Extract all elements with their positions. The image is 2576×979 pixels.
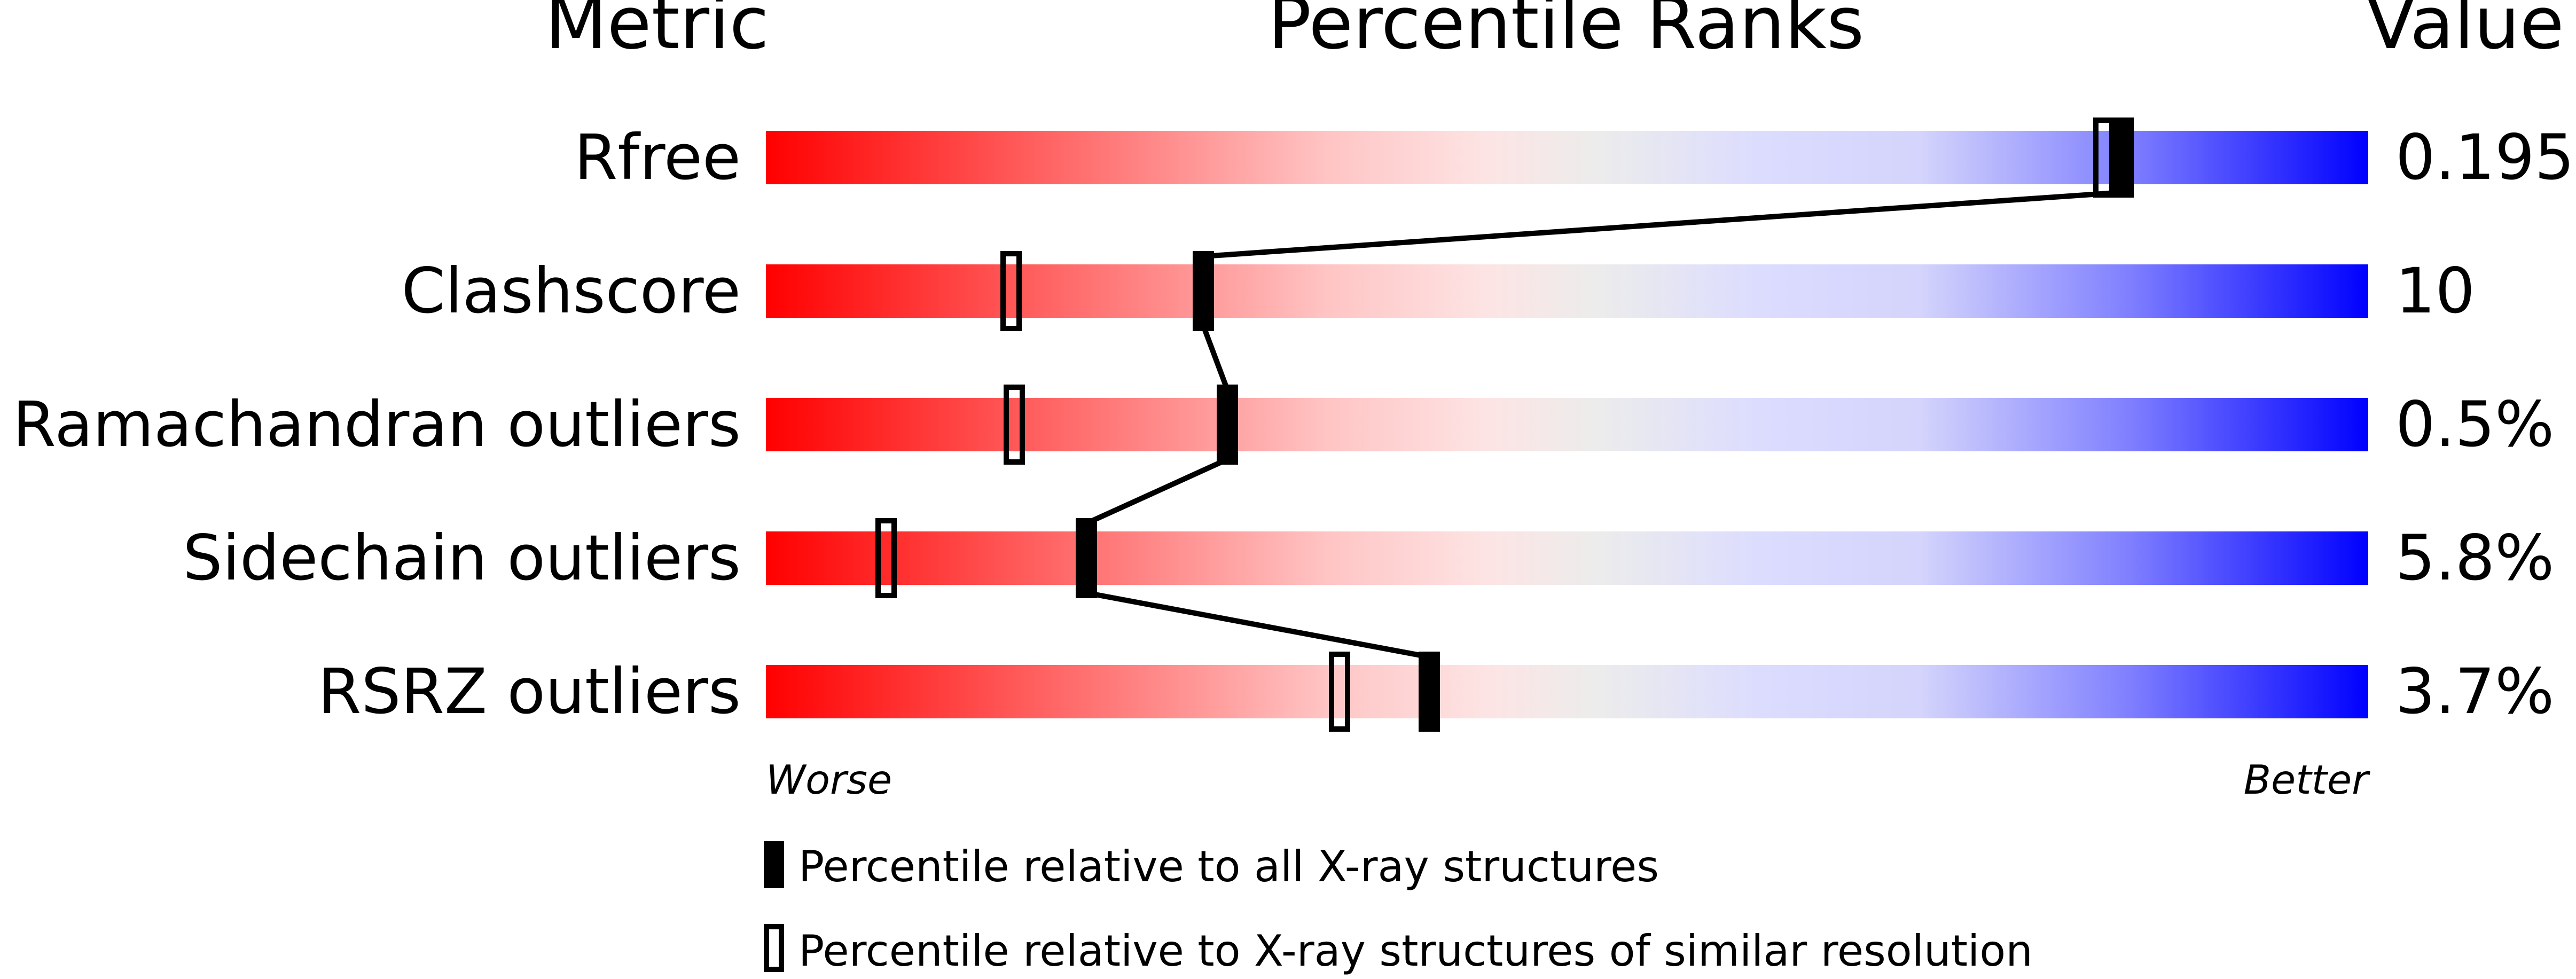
percentile-bar <box>766 665 2368 718</box>
header-percentile-ranks: Percentile Ranks <box>1268 0 1865 65</box>
metric-value: 0.195 <box>2395 121 2574 194</box>
percentile-bar <box>766 398 2368 451</box>
all-structures-percentile-marker <box>2112 118 2134 198</box>
legend-filled-marker <box>764 841 784 888</box>
percentile-bar <box>766 264 2368 318</box>
metric-value: 3.7% <box>2395 655 2554 728</box>
similar-resolution-percentile-marker <box>875 518 897 598</box>
all-structures-percentile-marker <box>1217 385 1238 465</box>
similar-resolution-percentile-marker <box>2093 118 2115 198</box>
similar-resolution-percentile-marker <box>1329 652 1350 732</box>
all-structures-percentile-marker <box>1419 652 1440 732</box>
percentile-bar <box>766 131 2368 184</box>
header-metric: Metric <box>545 0 769 65</box>
metric-value: 5.8% <box>2395 521 2554 594</box>
metric-value: 10 <box>2395 254 2475 327</box>
axis-label-better: Better <box>2244 756 2371 803</box>
axis-label-worse: Worse <box>766 756 892 803</box>
percentile-bar <box>766 531 2368 585</box>
connector-line <box>1201 325 1230 391</box>
legend-open-marker <box>764 924 784 972</box>
metric-label: Ramachandran outliers <box>13 388 741 461</box>
connector-line <box>1085 457 1229 526</box>
connector-line <box>1086 590 1430 660</box>
legend-label-all: Percentile relative to all X-ray structu… <box>798 842 1659 891</box>
all-structures-percentile-marker <box>1193 251 1214 331</box>
all-structures-percentile-marker <box>1076 518 1097 598</box>
metric-value: 0.5% <box>2395 388 2554 461</box>
metric-label: Clashscore <box>402 254 741 327</box>
metric-label: RSRZ outliers <box>318 655 741 728</box>
similar-resolution-percentile-marker <box>1000 251 1022 331</box>
similar-resolution-percentile-marker <box>1004 385 1025 465</box>
legend-label-similar: Percentile relative to X-ray structures … <box>798 926 2033 976</box>
metric-label: Rfree <box>574 121 741 194</box>
metric-label: Sidechain outliers <box>183 521 741 594</box>
header-value: Value <box>2366 0 2564 65</box>
connector-line <box>1203 190 2124 259</box>
